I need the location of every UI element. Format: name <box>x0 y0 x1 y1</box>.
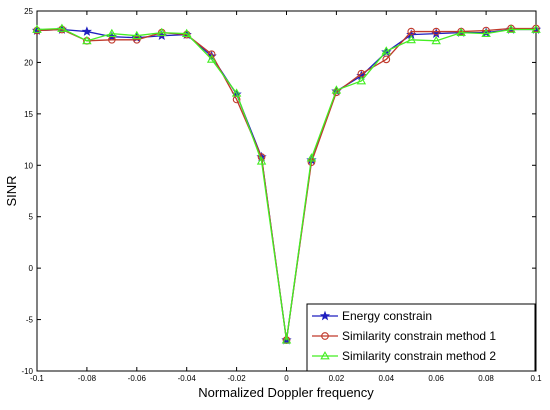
y-tick-label: -5 <box>26 316 34 325</box>
legend-marker <box>320 351 330 360</box>
y-tick-label: 15 <box>24 110 33 119</box>
x-tick-label: 0.08 <box>478 374 494 383</box>
x-tick-label: -0.04 <box>178 374 197 383</box>
x-tick-label: 0.1 <box>530 374 542 383</box>
legend-marker <box>319 310 331 321</box>
x-tick-label: -0.08 <box>78 374 97 383</box>
series-3 <box>32 23 541 344</box>
data-point <box>181 28 192 38</box>
legend-marker <box>321 332 329 340</box>
y-tick-label: 0 <box>29 264 34 273</box>
legend: Energy constrain Similarity constrain met… <box>306 303 536 372</box>
x-axis-label: Normalized Doppler frequency <box>198 385 374 400</box>
series-line <box>36 27 536 341</box>
legend-box <box>306 303 536 372</box>
legend-entries: Energy constrain Similarity constrain met… <box>312 309 496 363</box>
data-point <box>256 156 267 165</box>
x-tick-label: -0.06 <box>128 374 147 383</box>
legend-label: Similarity constrain method 2 <box>342 349 496 363</box>
data-point <box>132 35 141 44</box>
data-point <box>331 85 342 94</box>
x-tick-label: -0.1 <box>30 374 44 383</box>
legend-label: Energy constrain <box>342 309 432 323</box>
data-point <box>81 26 92 36</box>
x-tick-label: 0.06 <box>428 374 444 383</box>
data-point <box>506 24 516 33</box>
data-point <box>407 27 416 36</box>
data-point <box>132 30 142 40</box>
y-tick-label: 5 <box>29 213 34 222</box>
data-point <box>157 27 167 37</box>
data-point <box>431 35 441 45</box>
legend-entry: Similarity constrain method 2 <box>312 349 496 363</box>
legend-entry: Similarity constrain method 1 <box>312 329 496 343</box>
data-point <box>306 153 317 162</box>
x-tick-label: 0.02 <box>329 374 345 383</box>
legend-entry: Energy constrain <box>312 309 432 323</box>
y-tick-label: -10 <box>21 367 33 376</box>
data-point <box>381 46 392 55</box>
data-point <box>432 27 441 36</box>
x-tick-labels: -0.1 -0.08 -0.06 -0.04 -0.02 0 0.02 0.04 0.06 0.0… <box>30 374 542 383</box>
data-point <box>382 55 391 64</box>
series-layer <box>31 23 542 345</box>
data-point <box>32 24 42 33</box>
x-tick-label: 0 <box>284 374 289 383</box>
y-tick-labels: -10 -5 0 5 10 15 20 25 <box>21 7 33 376</box>
data-point <box>456 27 466 37</box>
y-tick-label: 20 <box>24 58 33 67</box>
data-point <box>481 28 491 38</box>
y-tick-label: 10 <box>24 161 33 170</box>
data-point <box>207 50 216 59</box>
x-tick-label: -0.02 <box>227 374 246 383</box>
data-point <box>107 28 117 38</box>
data-point <box>82 35 92 45</box>
data-point <box>281 335 292 344</box>
y-axis-label: SINR <box>4 175 19 206</box>
data-point <box>406 34 416 44</box>
data-point <box>531 24 541 33</box>
legend-label: Similarity constrain method 1 <box>342 329 496 343</box>
data-point <box>231 88 242 97</box>
data-point <box>57 23 67 32</box>
data-point <box>206 54 217 63</box>
y-tick-label: 25 <box>24 7 33 16</box>
data-point <box>356 76 367 85</box>
x-tick-label: 0.04 <box>379 374 395 383</box>
